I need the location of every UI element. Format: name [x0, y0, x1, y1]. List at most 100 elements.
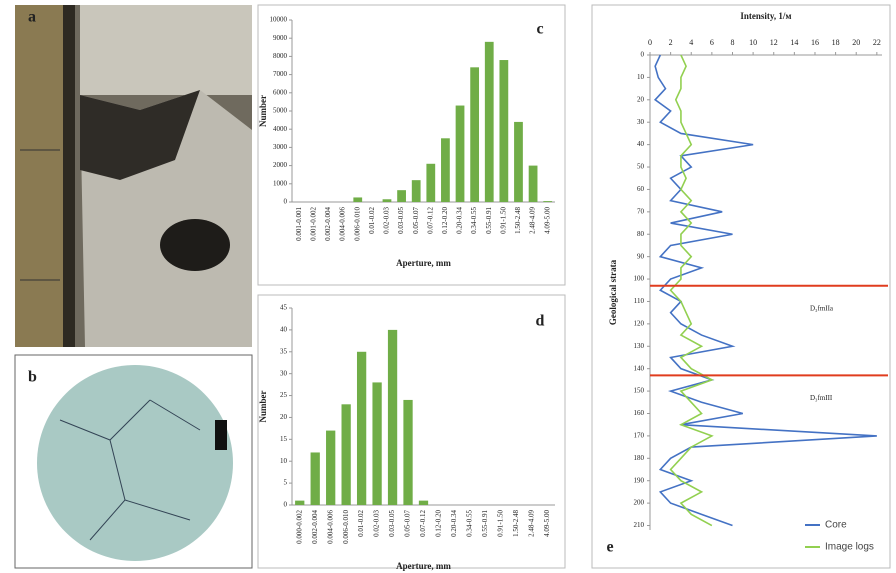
bar: [514, 121, 523, 202]
y-tick-label: 0: [641, 51, 645, 59]
y-tick-label: 8000: [273, 52, 288, 60]
x-tick-label: 0.55-0.91: [485, 207, 493, 234]
y-tick-label: 30: [637, 118, 645, 126]
x-tick-label: 0.34-0.55: [470, 207, 478, 234]
y-tick-label: 6000: [273, 88, 288, 96]
x-tick-label: 0.001-0.001: [295, 207, 303, 241]
x-tick-label: 14: [790, 38, 798, 47]
bar: [387, 329, 398, 505]
x-tick-label: 0.91-1.50: [499, 207, 507, 234]
bar: [326, 430, 336, 505]
x-tick-label: 0.01-0.02: [368, 207, 376, 234]
bar: [426, 163, 436, 202]
y-tick-label: 70: [637, 207, 645, 215]
x-tick-label: 2: [669, 38, 673, 47]
y-tick-label: 180: [634, 454, 645, 462]
y-tick-label: 45: [280, 304, 288, 312]
x-tick-label: 20: [852, 38, 860, 47]
y-axis-title: Geological strata: [608, 259, 618, 325]
legend-label: Core: [825, 520, 847, 531]
legend-label: Image logs: [825, 542, 874, 553]
y-tick-label: 7000: [273, 70, 288, 78]
bar: [484, 41, 494, 203]
x-tick-label: 0: [648, 38, 652, 47]
series-line: [653, 54, 877, 527]
panel-label: c: [536, 21, 543, 38]
panel-label: d: [536, 313, 545, 330]
y-tick-label: 140: [634, 364, 645, 372]
x-tick-label: 0.20-0.34: [456, 207, 464, 234]
bar: [310, 452, 320, 505]
x-tick-label: 0.03-0.05: [388, 510, 396, 537]
panel-label: b: [28, 369, 37, 386]
panel-frame: [591, 4, 891, 569]
x-tick-label: 4.09-5.00: [543, 510, 551, 537]
y-tick-label: 10: [280, 457, 288, 465]
boundary-label: D₃fmIII: [810, 394, 833, 402]
panel-frame: [257, 4, 566, 286]
x-tick-label: 1.50-2.48: [512, 510, 520, 537]
x-tick-label: 0.20-0.34: [450, 510, 458, 537]
y-tick-label: 1000: [273, 179, 288, 187]
x-tick-label: 16: [811, 38, 819, 47]
chart-title: Intensity, 1/м: [740, 11, 791, 21]
bar: [455, 105, 465, 202]
x-tick-label: 0.34-0.55: [466, 510, 474, 537]
bar: [528, 165, 538, 202]
x-axis-title: Aperture, mm: [396, 258, 451, 268]
x-tick-label: 0.000-0.002: [295, 510, 303, 544]
y-tick-label: 200: [634, 499, 645, 507]
x-tick-label: 0.12-0.20: [435, 510, 443, 537]
bar: [411, 180, 421, 202]
bar: [418, 500, 429, 505]
y-tick-label: 170: [634, 432, 645, 440]
y-tick-label: 15: [280, 435, 288, 443]
ct-slice: [37, 365, 233, 561]
x-tick-label: 0.07-0.12: [426, 207, 434, 234]
bar: [372, 382, 382, 505]
x-tick-label: 0.004-0.006: [326, 510, 334, 544]
panel-frame: [257, 294, 566, 569]
y-tick-label: 10: [637, 73, 645, 81]
x-tick-label: 0.12-0.20: [441, 207, 449, 234]
y-tick-label: 150: [634, 387, 645, 395]
y-tick-label: 20: [280, 413, 288, 421]
y-tick-label: 60: [637, 185, 645, 193]
x-tick-label: 0.006-0.010: [342, 510, 350, 544]
boundary-label: D₃fmIIa: [810, 304, 834, 312]
x-tick-label: 8: [730, 38, 734, 47]
x-tick-label: 0.55-0.91: [481, 510, 489, 537]
x-tick-label: 0.01-0.02: [357, 510, 365, 537]
x-tick-label: 12: [770, 38, 778, 47]
y-tick-label: 40: [637, 140, 645, 148]
x-tick-label: 0.02-0.03: [373, 510, 381, 537]
x-tick-label: 0.001-0.002: [310, 207, 318, 241]
series-line: [669, 54, 714, 527]
x-tick-label: 2.48-4.09: [529, 207, 537, 234]
y-tick-label: 10000: [270, 16, 288, 24]
y-tick-label: 3000: [273, 143, 288, 151]
y-tick-label: 0: [284, 501, 288, 509]
bar: [441, 138, 450, 202]
x-tick-label: 0.05-0.07: [412, 207, 420, 234]
y-tick-label: 4000: [273, 125, 288, 133]
x-tick-label: 22: [873, 38, 881, 47]
y-tick-label: 90: [637, 252, 645, 260]
x-tick-label: 0.02-0.03: [383, 207, 391, 234]
y-tick-label: 25: [280, 391, 288, 399]
core-photo: [15, 5, 252, 347]
x-tick-label: 0.91-1.50: [496, 510, 504, 537]
bar: [397, 190, 406, 202]
y-tick-label: 160: [634, 409, 645, 417]
x-tick-label: 0.07-0.12: [419, 510, 427, 537]
y-tick-label: 5000: [273, 107, 288, 115]
bar: [341, 404, 351, 505]
y-tick-label: 9000: [273, 34, 288, 42]
x-axis-title: Aperture, mm: [396, 561, 451, 571]
x-tick-label: 0.006-0.010: [353, 207, 361, 241]
bar: [382, 199, 392, 202]
y-tick-label: 100: [634, 275, 645, 283]
y-tick-label: 2000: [273, 161, 288, 169]
bar: [403, 399, 413, 505]
bar: [499, 60, 509, 202]
